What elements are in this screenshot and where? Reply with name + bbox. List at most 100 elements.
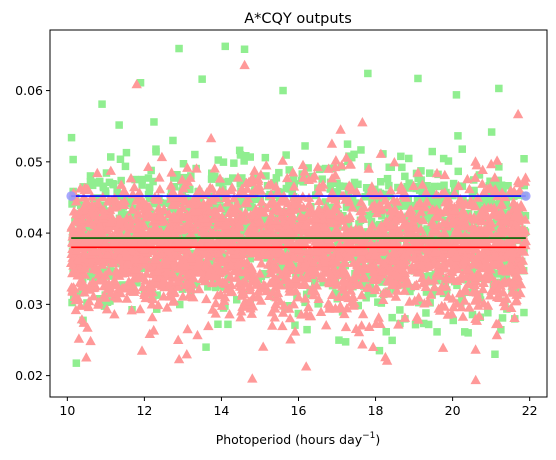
data-point-triangle — [326, 173, 338, 183]
data-point-triangle — [171, 213, 182, 223]
data-point-triangle — [457, 311, 469, 321]
data-point-triangle — [271, 215, 282, 225]
data-point-square — [76, 289, 84, 297]
data-point-square — [520, 155, 528, 163]
data-point-triangle — [152, 266, 163, 276]
data-point-square — [401, 172, 409, 181]
data-point-triangle — [458, 212, 469, 222]
data-point-triangle — [205, 132, 217, 143]
data-point-triangle — [188, 272, 199, 283]
data-point-square — [344, 221, 353, 229]
data-point-triangle — [332, 257, 343, 267]
data-point-triangle — [451, 224, 462, 234]
data-point-square — [461, 328, 469, 336]
data-point-square — [242, 152, 250, 160]
data-point-square — [133, 279, 141, 287]
data-point-triangle — [136, 345, 148, 355]
data-point-triangle — [121, 293, 133, 303]
data-point-triangle — [439, 227, 450, 237]
data-point-triangle — [420, 187, 432, 197]
data-point-triangle — [118, 267, 130, 277]
data-point-triangle — [323, 298, 334, 308]
data-point-triangle — [383, 265, 395, 275]
data-point-triangle — [186, 283, 197, 293]
data-point-triangle — [357, 308, 369, 319]
data-point-square — [416, 231, 425, 240]
data-point-triangle — [517, 255, 528, 265]
data-point-square — [149, 177, 157, 186]
data-point-triangle — [344, 212, 355, 223]
data-point-triangle — [243, 225, 254, 236]
data-point-triangle — [448, 301, 459, 312]
data-point-triangle — [390, 291, 402, 301]
data-point-triangle — [483, 202, 494, 212]
data-point-triangle — [437, 342, 449, 352]
data-point-triangle — [343, 251, 354, 261]
data-point-triangle — [79, 269, 90, 279]
data-point-square — [236, 179, 244, 188]
data-point-triangle — [408, 252, 419, 262]
data-point-triangle — [69, 291, 81, 301]
data-point-triangle — [86, 199, 98, 209]
data-point-triangle — [143, 287, 155, 297]
data-point-square — [364, 288, 373, 297]
data-point-square — [179, 160, 188, 168]
data-point-triangle — [275, 280, 286, 290]
data-point-triangle — [364, 321, 375, 331]
data-point-triangle — [182, 162, 193, 172]
data-point-triangle — [407, 216, 419, 226]
data-point-square — [388, 336, 396, 345]
data-point-square — [282, 184, 291, 193]
data-point-triangle — [481, 210, 493, 221]
data-point-square — [246, 153, 254, 161]
data-point-square — [375, 346, 384, 355]
data-point-triangle — [350, 223, 361, 233]
data-point-triangle — [299, 220, 311, 230]
data-point-triangle — [414, 197, 426, 207]
data-point-square — [486, 196, 495, 204]
data-point-square — [417, 167, 425, 175]
data-point-triangle — [269, 264, 280, 274]
data-point-square — [362, 184, 371, 192]
data-point-triangle — [93, 296, 104, 307]
data-point-triangle — [173, 354, 185, 364]
data-point-triangle — [518, 246, 530, 256]
data-point-triangle — [137, 225, 148, 235]
data-point-triangle — [209, 163, 220, 173]
data-point-triangle — [413, 292, 424, 302]
data-point-square — [162, 199, 170, 207]
data-point-square — [272, 174, 281, 182]
data-point-triangle — [363, 163, 374, 173]
data-point-triangle — [436, 281, 447, 291]
data-point-triangle — [364, 282, 375, 292]
data-point-triangle — [150, 193, 162, 204]
data-point-triangle — [239, 258, 250, 268]
data-point-triangle — [310, 213, 322, 223]
data-point-triangle — [323, 276, 334, 286]
data-point-triangle — [300, 279, 311, 289]
data-point-triangle — [149, 246, 160, 256]
data-point-triangle — [477, 283, 489, 294]
data-point-triangle — [298, 172, 309, 182]
data-point-square — [230, 159, 238, 167]
data-point-triangle — [378, 294, 389, 304]
data-point-triangle — [225, 272, 237, 282]
data-point-square — [383, 174, 392, 183]
data-point-triangle — [275, 296, 286, 306]
data-point-triangle — [214, 173, 226, 183]
data-point-square — [497, 181, 506, 189]
data-point-triangle — [182, 211, 194, 221]
data-point-triangle — [501, 266, 512, 276]
data-point-triangle — [282, 238, 293, 248]
data-point-triangle — [114, 227, 125, 237]
data-point-square — [428, 147, 436, 156]
data-point-square — [417, 176, 425, 184]
data-point-triangle — [182, 323, 193, 334]
data-point-triangle — [322, 206, 334, 216]
data-point-triangle — [299, 166, 310, 176]
data-point-square — [198, 75, 206, 83]
data-point-square — [86, 178, 95, 186]
data-point-triangle — [98, 290, 110, 300]
data-point-triangle — [112, 293, 124, 303]
data-point-triangle — [339, 290, 350, 301]
